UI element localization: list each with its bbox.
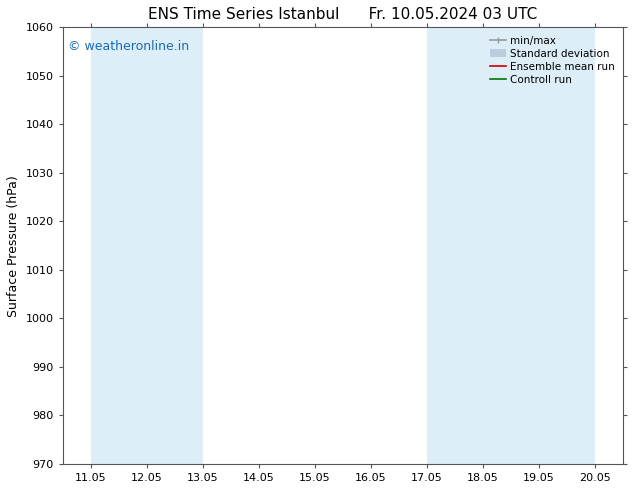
Bar [146,27,203,464]
Title: ENS Time Series Istanbul      Fr. 10.05.2024 03 UTC: ENS Time Series Istanbul Fr. 10.05.2024 … [148,7,538,22]
Text: © weatheronline.in: © weatheronline.in [68,40,190,53]
Y-axis label: Surface Pressure (hPa): Surface Pressure (hPa) [7,175,20,317]
Bar [427,27,483,464]
Bar [539,27,595,464]
Bar [91,27,146,464]
Legend: min/max, Standard deviation, Ensemble mean run, Controll run: min/max, Standard deviation, Ensemble me… [487,32,618,88]
Bar [483,27,539,464]
